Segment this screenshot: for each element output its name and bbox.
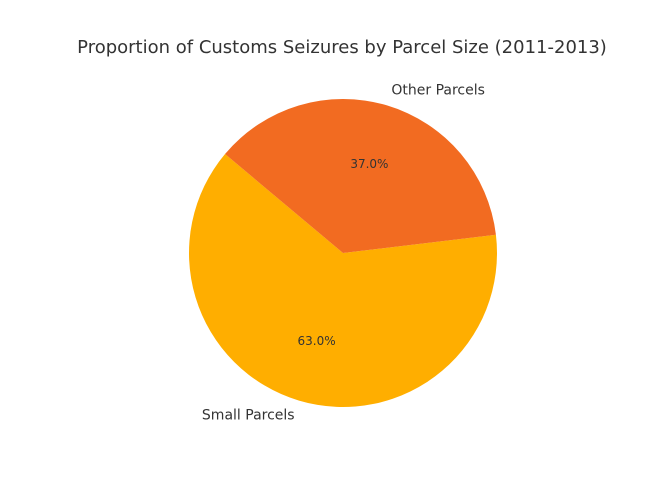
pie-slice-small-parcels [189, 154, 498, 407]
slice-label-small-parcels: Small Parcels [202, 407, 295, 423]
pie-labels: Small Parcels 63.0% Other Parcels 37.0% [202, 83, 485, 424]
slice-percent-other-parcels: 37.0% [350, 157, 388, 171]
slice-percent-small-parcels: 63.0% [298, 334, 336, 348]
chart-title: Proportion of Customs Seizures by Parcel… [77, 37, 607, 58]
pie-slices [189, 98, 498, 407]
pie-slice-other-parcels [225, 98, 496, 253]
slice-label-other-parcels: Other Parcels [391, 83, 485, 99]
